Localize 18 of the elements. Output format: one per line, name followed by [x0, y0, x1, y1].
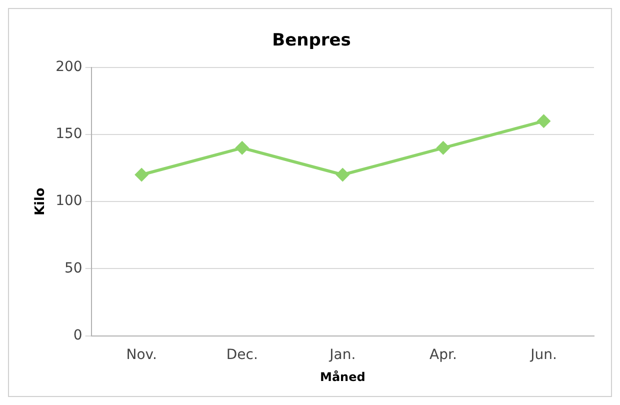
y-tick-label: 200 — [56, 59, 82, 76]
x-tick-label: Jun. — [530, 346, 557, 363]
y-tick-label: 150 — [56, 126, 82, 142]
x-tick-label: Apr. — [430, 346, 457, 363]
y-tick-label: 0 — [73, 327, 82, 344]
x-tick-label: Nov. — [126, 346, 157, 363]
point — [134, 168, 149, 182]
x-tick-label: Dec. — [226, 346, 258, 363]
y-tick-label: 100 — [56, 193, 82, 210]
y-tick-label: 50 — [64, 260, 82, 276]
chart-title: Benpres — [272, 30, 351, 51]
x-axis-title: Måned — [320, 370, 366, 384]
point — [436, 140, 450, 155]
x-tick-label: Jan. — [328, 346, 356, 363]
point — [235, 140, 250, 155]
point — [536, 114, 551, 128]
y-axis-title: Kilo — [33, 188, 48, 216]
point — [336, 168, 350, 182]
